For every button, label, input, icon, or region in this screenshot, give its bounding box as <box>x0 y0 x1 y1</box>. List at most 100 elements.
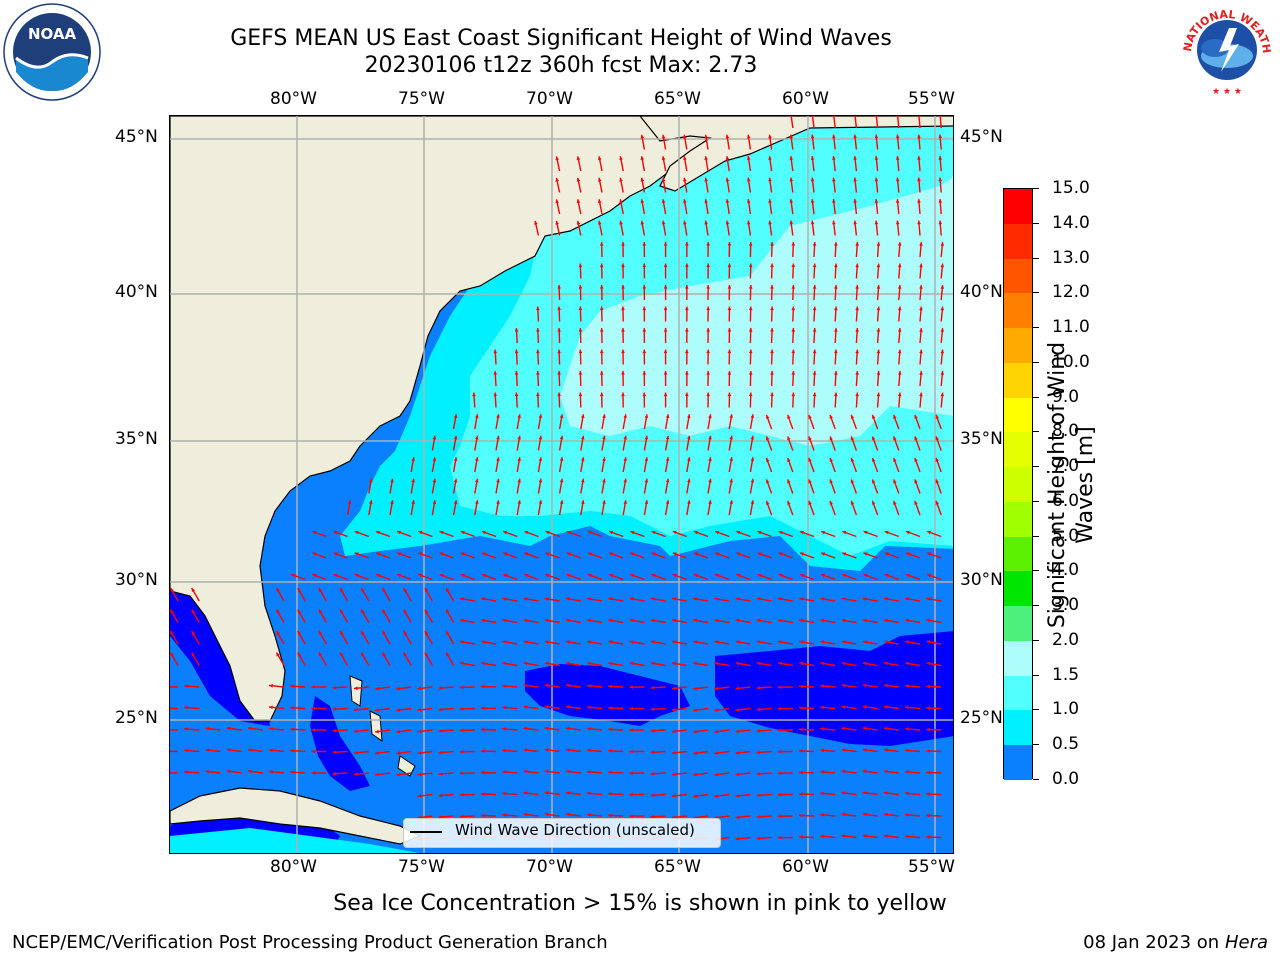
wave-direction-arrowhead <box>424 588 429 593</box>
wave-direction-arrowhead <box>609 573 614 578</box>
wave-direction-arrowhead <box>841 705 846 709</box>
wave-direction-arrowhead <box>810 156 815 160</box>
wave-direction-arrowhead <box>914 500 918 505</box>
wave-direction-arrowhead <box>693 729 697 734</box>
wave-direction-arrowhead <box>897 306 902 311</box>
wave-height-map <box>170 116 953 853</box>
wave-direction-arrowhead <box>725 156 730 160</box>
wave-direction-arrowhead <box>841 597 846 601</box>
wave-direction-arrowhead <box>727 328 732 332</box>
wave-direction-arrowhead <box>629 728 633 732</box>
wave-direction-arrowhead <box>629 685 633 689</box>
wave-direction-arrowhead <box>297 609 302 614</box>
wave-direction-arrowhead <box>736 530 741 535</box>
wave-direction-arrowhead <box>926 661 931 666</box>
wave-direction-arrowhead <box>770 242 774 246</box>
wave-band-0-0.5 <box>715 631 953 746</box>
colorbar-tick <box>1033 639 1039 641</box>
wave-direction-arrowhead <box>576 156 581 161</box>
wave-direction-arrowhead <box>460 597 464 601</box>
wave-direction-arrowhead <box>555 220 559 225</box>
wave-direction-arrowhead <box>808 414 812 419</box>
wave-direction-arrowhead <box>361 631 365 636</box>
wave-direction-arrowhead <box>789 116 794 117</box>
wave-direction-arrowhead <box>502 791 506 796</box>
wave-direction-arrowhead <box>768 156 772 160</box>
colorbar-title-line2: Waves [m] <box>1073 426 1098 544</box>
wave-direction-arrowhead <box>841 618 846 623</box>
wave-direction-arrowhead <box>810 134 815 139</box>
wave-direction-arrowhead <box>778 552 783 556</box>
wave-direction-arrowhead <box>693 530 698 535</box>
wave-direction-arrowhead <box>708 457 712 462</box>
colorbar-tick <box>1033 222 1039 224</box>
wave-direction-arrowhead <box>820 791 824 796</box>
wave-direction-arrowhead <box>853 134 857 139</box>
wave-direction-arrowhead <box>517 457 521 462</box>
wave-direction-arrowhead <box>765 500 770 505</box>
wave-direction-arrowhead <box>883 748 888 752</box>
wave-direction-arrowhead <box>768 220 772 225</box>
wave-direction-arrowhead <box>787 414 791 419</box>
wave-direction-arrowhead <box>565 726 570 731</box>
wave-direction-arrowhead <box>905 640 910 644</box>
wave-direction-arrowhead <box>311 749 315 754</box>
wave-direction-arrowhead <box>685 392 689 397</box>
wave-direction-arrowhead <box>789 156 794 160</box>
wave-direction-arrowhead <box>777 685 782 689</box>
wave-direction-arrowhead <box>768 199 772 203</box>
wave-direction-arrowhead <box>706 306 710 311</box>
wave-direction-arrowhead <box>481 813 485 818</box>
wave-direction-arrowhead <box>630 573 635 578</box>
wave-direction-arrowhead <box>812 306 817 311</box>
lon-label-top: 70°W <box>526 89 573 109</box>
wave-direction-arrowhead <box>855 328 859 332</box>
wave-direction-arrow <box>811 116 815 129</box>
wave-direction-arrowhead <box>905 834 909 839</box>
wave-direction-arrowhead <box>735 729 740 734</box>
wave-direction-arrowhead <box>895 134 900 139</box>
wave-direction-arrowhead <box>812 285 817 289</box>
colorbar-segment <box>1004 606 1032 642</box>
wave-direction-arrowhead <box>735 815 740 820</box>
wave-direction-arrowhead <box>559 457 564 462</box>
wave-direction-arrowhead <box>685 371 689 375</box>
wave-direction-arrowhead <box>729 457 733 462</box>
wave-direction-arrowhead <box>883 834 888 838</box>
wave-direction-arrowhead <box>768 134 772 139</box>
wave-direction-arrowhead <box>926 749 930 753</box>
wave-direction-arrowhead <box>808 500 812 505</box>
wave-direction-arrowhead <box>841 769 846 774</box>
wave-direction-arrowhead <box>361 588 365 593</box>
footer-credit: NCEP/EMC/Verification Post Processing Pr… <box>12 932 608 953</box>
colorbar-tick <box>1033 466 1039 468</box>
wave-direction-arrowhead <box>438 686 443 690</box>
colorbar-segment <box>1004 328 1032 364</box>
wave-direction-arrowhead <box>318 588 323 593</box>
wave-direction-arrowhead <box>756 597 761 601</box>
wave-direction-arrowhead <box>729 500 733 505</box>
wave-direction-arrowhead <box>517 478 521 483</box>
wave-direction-arrowhead <box>834 242 838 246</box>
wave-direction-arrowhead <box>884 618 888 623</box>
wave-direction-arrowhead <box>671 686 676 691</box>
wave-direction-arrowhead <box>226 748 231 752</box>
colorbar-label: 3.0 <box>1052 595 1080 616</box>
wave-direction-arrowhead <box>587 813 591 817</box>
wave-direction-arrowhead <box>597 177 602 182</box>
wave-direction-arrowhead <box>290 770 294 775</box>
wave-direction-arrowhead <box>559 500 564 505</box>
wave-direction-arrowhead <box>496 414 500 419</box>
wave-direction-arrowhead <box>459 749 464 754</box>
wave-direction-arrowhead <box>704 220 708 225</box>
wave-direction-arrowhead <box>905 530 910 535</box>
wave-direction-arrowhead <box>536 306 540 311</box>
colorbar-label: 14.0 <box>1052 212 1090 233</box>
wave-direction-arrowhead <box>935 457 939 462</box>
wave-direction-arrowhead <box>926 640 931 644</box>
lat-label-right: 40°N <box>960 282 1003 302</box>
wave-direction-arrowhead <box>708 500 712 505</box>
wave-direction-arrowhead <box>566 661 570 666</box>
wave-direction-arrowhead <box>940 285 945 289</box>
wave-direction-arrowhead <box>862 812 867 817</box>
